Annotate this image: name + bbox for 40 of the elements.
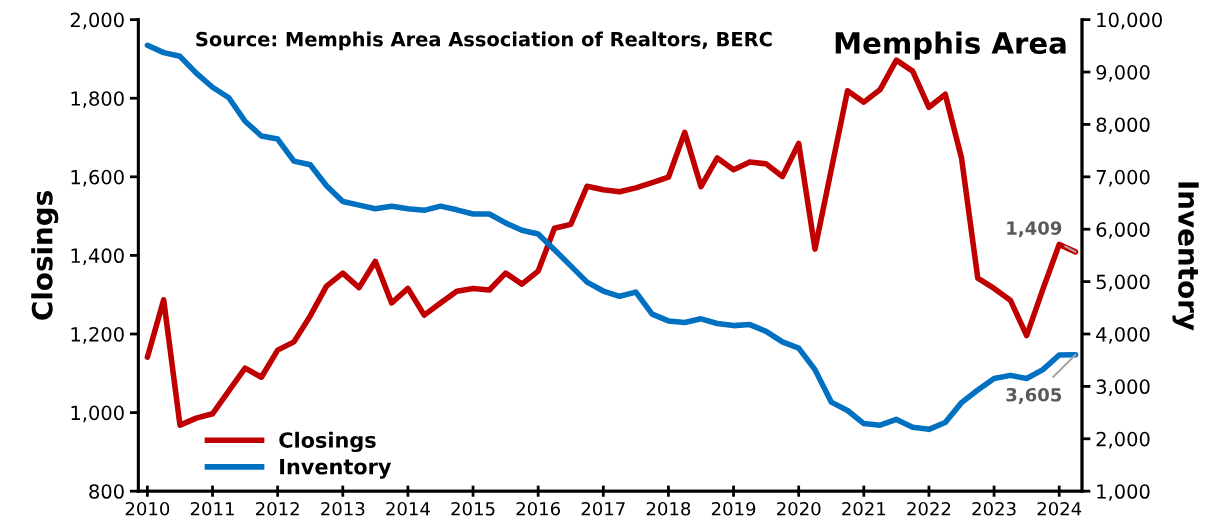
x-tick-label: 2022: [907, 501, 951, 516]
y-tick-label: 1,000: [71, 405, 124, 423]
y-tick-label: 1,800: [71, 91, 124, 108]
x-tick-label: 2019: [711, 501, 756, 516]
y-axis-title: Closings: [31, 191, 59, 320]
data-label: 1,409: [1007, 221, 1062, 238]
y2-tick-label: 6,000: [1096, 222, 1150, 239]
annotation: Source: Memphis Area Association of Realtors, BERC: [196, 31, 772, 51]
y2-tick-label: 8,000: [1096, 117, 1150, 135]
x-tick-label: 2023: [972, 501, 1016, 516]
y2-tick-label: 3,000: [1096, 379, 1150, 397]
x-tick-label: 2024: [1037, 501, 1082, 516]
x-tick-label: 2018: [646, 501, 691, 516]
y2-axis-title: Inventory: [1172, 182, 1199, 331]
y2-tick-label: 1,000: [1097, 484, 1150, 501]
x-tick-label: 2015: [451, 501, 495, 516]
data-label: 3,605: [1006, 387, 1062, 404]
x-tick-label: 2017: [581, 501, 625, 516]
x-tick-label: 2020: [777, 501, 821, 516]
y2-tick-label: 4,000: [1096, 326, 1150, 344]
y-tick-label: 800: [89, 484, 124, 499]
x-tick-label: 2012: [256, 501, 299, 516]
y-tick-label: 1,600: [71, 169, 124, 187]
y-tick-label: 1,200: [71, 326, 124, 344]
y-tick-label: 2,000: [70, 12, 124, 30]
y2-tick-label: 5,000: [1096, 274, 1150, 292]
x-tick-label: 2011: [190, 501, 234, 516]
chart-title: Memphis Area: [835, 31, 1066, 60]
x-tick-label: 2021: [842, 501, 886, 516]
y2-tick-label: 10,000: [1097, 12, 1162, 30]
x-tick-label: 2013: [321, 501, 365, 516]
x-tick-label: 2010: [125, 501, 170, 516]
y-tick-label: 1,400: [71, 248, 124, 266]
x-tick-label: 2016: [516, 501, 561, 516]
y2-tick-label: 9,000: [1096, 64, 1150, 82]
legend-label: Closings: [279, 431, 376, 453]
legend-label: Inventory: [280, 458, 392, 479]
y2-tick-label: 2,000: [1096, 431, 1150, 449]
y2-tick-label: 7,000: [1096, 169, 1150, 187]
x-tick-label: 2014: [386, 501, 430, 516]
